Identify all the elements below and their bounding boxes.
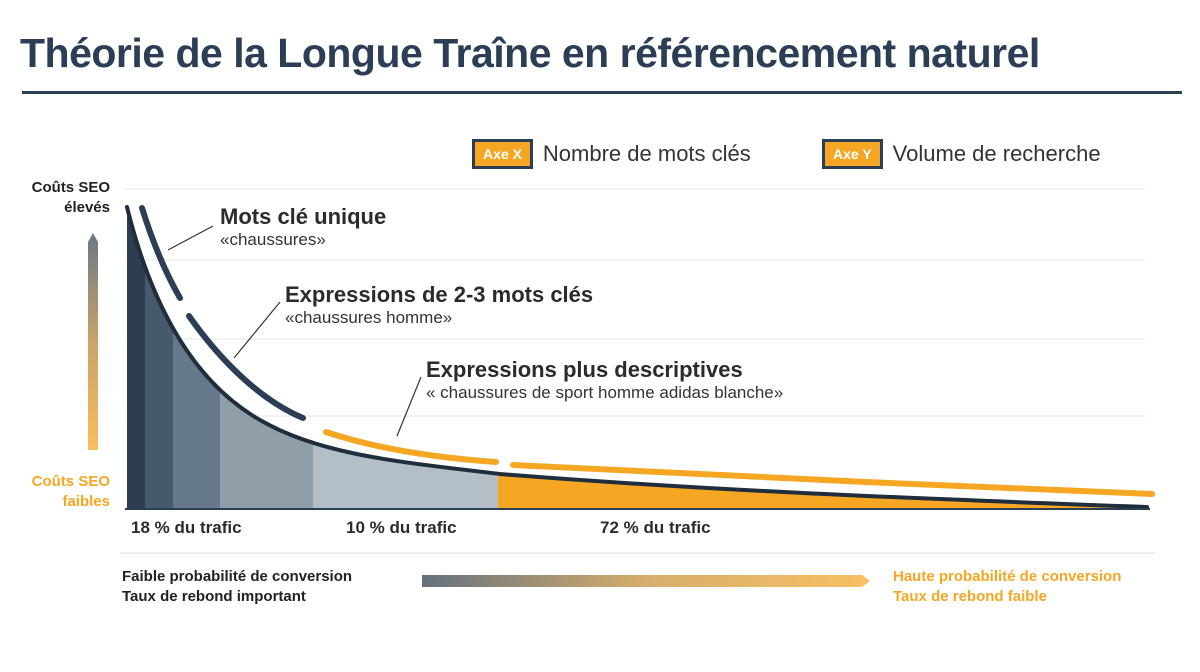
callout-line-1 xyxy=(167,225,214,251)
high-conversion-label: Haute probabilité de conversion xyxy=(893,568,1122,585)
conversion-arrow xyxy=(422,575,870,587)
segment-3-heading: Expressions plus descriptives xyxy=(426,357,743,382)
callout-line-2 xyxy=(233,301,281,359)
callout-line-3 xyxy=(396,376,422,437)
segment-1-heading: Mots clé unique xyxy=(220,204,387,229)
segment-3: Expressions plus descriptives « chaussur… xyxy=(426,357,783,403)
segment-arc-1 xyxy=(139,205,183,301)
traffic-label-3: 72 % du trafic xyxy=(600,518,711,537)
axe-y-badge: Axe Y xyxy=(822,139,883,169)
footer-left: Faible probabilité de conversion Taux de… xyxy=(122,567,352,607)
cost-arrow xyxy=(88,233,98,450)
segment-3-example: « chaussures de sport homme adidas blanc… xyxy=(426,383,784,402)
traffic-label-2: 10 % du trafic xyxy=(346,518,457,537)
segment-1-example: «chaussures» xyxy=(220,230,326,249)
demand-curve xyxy=(125,205,1149,509)
band-6 xyxy=(498,207,1147,508)
axe-y-label: Volume de recherche xyxy=(892,141,1101,166)
legend-x: Axe X Nombre de mots clés xyxy=(472,139,751,169)
low-bounce-label: Taux de rebond faible xyxy=(893,588,1047,605)
segment-1: Mots clé unique «chaussures» xyxy=(220,204,386,250)
high-bounce-label: Taux de rebond important xyxy=(122,588,306,605)
traffic-label-1: 18 % du trafic xyxy=(131,518,242,537)
axe-x-label: Nombre de mots clés xyxy=(542,141,751,166)
band-1 xyxy=(127,207,145,508)
segment-arc-3b xyxy=(510,462,1155,497)
page-title: Théorie de la Longue Traîne en référence… xyxy=(20,30,1040,76)
segment-arc-3a xyxy=(323,429,499,465)
axe-x-badge: Axe X xyxy=(472,139,533,169)
band-2 xyxy=(145,207,173,508)
cost-low-label: Coûts SEO faibles xyxy=(31,473,110,510)
segment-2: Expressions de 2-3 mots clés «chaussures… xyxy=(285,282,593,328)
legend-y: Axe Y Volume de recherche xyxy=(822,139,1101,169)
footer-right: Haute probabilité de conversion Taux de … xyxy=(893,567,1121,607)
cost-high-label: Coûts SEO élevés xyxy=(31,179,110,216)
segment-2-example: «chaussures homme» xyxy=(285,308,453,327)
segment-2-heading: Expressions de 2-3 mots clés xyxy=(285,282,594,307)
title-divider xyxy=(22,91,1182,94)
band-3 xyxy=(173,207,220,508)
low-conversion-label: Faible probabilité de conversion xyxy=(122,568,353,585)
segment-arc-2 xyxy=(186,313,306,421)
